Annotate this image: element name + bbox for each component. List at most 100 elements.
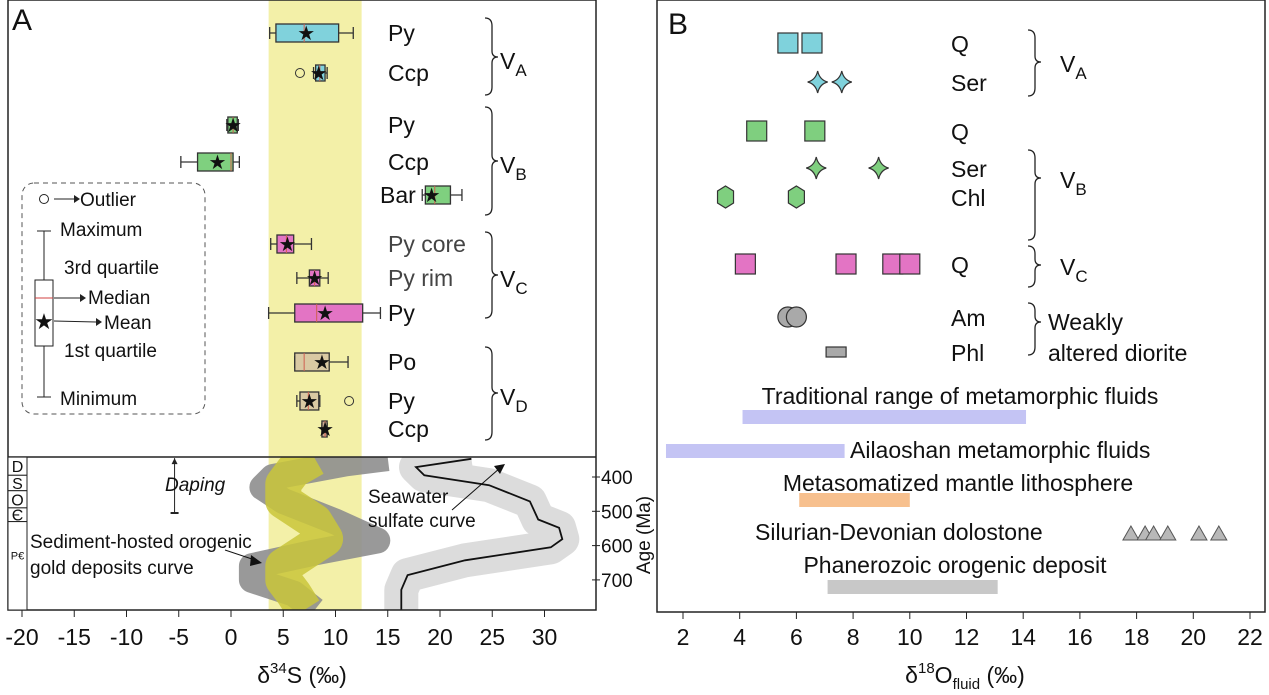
vein-label-sub: A — [1075, 64, 1087, 83]
brace — [484, 17, 499, 96]
arrow-icon — [96, 318, 102, 326]
mineral-label: Py — [388, 388, 415, 414]
square-marker — [734, 253, 756, 275]
xlabel-sup: 18 — [918, 660, 935, 677]
mineral-label: Py — [388, 112, 415, 138]
mean-star-icon: ★ — [310, 63, 328, 85]
triangle-marker — [1158, 524, 1177, 541]
range-bar — [799, 493, 910, 507]
x-tick-label: 20 — [1181, 624, 1207, 650]
vein-label: VA — [1060, 51, 1087, 83]
arrow-icon — [74, 195, 80, 203]
mineral-label: Ser — [951, 156, 987, 182]
x-tick-label: -15 — [58, 624, 91, 650]
x-tick-label: 22 — [1237, 624, 1263, 650]
diorite-label-1: Weakly — [1048, 309, 1123, 335]
vein-label-sub: C — [1075, 267, 1087, 286]
x-axis-b: 2 4 6 8 10 12 14 16 18 20 22 — [677, 612, 1263, 650]
vein-label: VB — [500, 152, 527, 184]
mineral-label: Q — [951, 119, 969, 145]
box — [196, 152, 234, 172]
brace — [484, 346, 499, 441]
triangle-marker — [1190, 524, 1208, 541]
x-axis-a-label: δ34S (‰) — [257, 660, 347, 688]
vein-label-main: V — [500, 152, 516, 178]
seawater-label-1: Seawater — [368, 487, 449, 508]
x-tick-label: 25 — [479, 624, 505, 650]
mineral-label: Po — [388, 349, 416, 375]
arrow-icon — [80, 294, 86, 302]
star-marker — [807, 70, 828, 94]
boxplot-VC-py-core: ★ — [270, 234, 313, 256]
hexagon-marker — [716, 185, 735, 209]
age-tick-label: 700 — [601, 571, 633, 592]
diorite-label-2: altered diorite — [1048, 340, 1187, 366]
mean-star-icon: ★ — [316, 303, 334, 325]
outlier-point — [344, 396, 355, 406]
brace — [484, 106, 499, 216]
brace — [484, 231, 499, 319]
box — [276, 234, 295, 254]
mineral-label: Phl — [951, 340, 984, 366]
x-tick-label: 20 — [427, 624, 453, 650]
boxplot-VB-bar: ★ — [421, 185, 463, 207]
age-axis-label: Age (Ma) — [634, 496, 655, 574]
x-tick-label: 10 — [897, 624, 923, 650]
vein-label: VC — [500, 266, 528, 298]
x-tick-label: 18 — [1124, 624, 1150, 650]
mineral-label: Q — [951, 31, 969, 57]
range-label: Metasomatized mantle lithosphere — [783, 470, 1133, 496]
vein-label: VC — [1060, 254, 1088, 286]
xlabel-unit: (‰) — [980, 662, 1025, 688]
brace — [1027, 149, 1042, 241]
x-axis-b-label: δ18Ofluid (‰) — [905, 660, 1025, 690]
box — [314, 64, 326, 82]
mean-star-icon: ★ — [208, 152, 226, 174]
boxplot-VD-ccp: ★ — [316, 419, 334, 441]
box — [321, 420, 328, 438]
seawater-curve-line — [400, 457, 564, 610]
square-marker — [777, 32, 799, 54]
mean-star-icon: ★ — [306, 268, 324, 290]
boxplot-VA-py: ★ — [269, 23, 354, 45]
box — [424, 185, 452, 205]
mineral-label: Py rim — [388, 265, 453, 291]
rect-marker — [825, 346, 847, 358]
scatter-points — [716, 32, 921, 358]
boxplot-VB-py: ★ — [224, 115, 242, 137]
mean-star-icon: ★ — [278, 234, 296, 256]
square-marker — [801, 32, 823, 54]
x-tick-label: 15 — [375, 624, 401, 650]
vein-label: VD — [500, 384, 528, 416]
sediment-arrow — [224, 549, 256, 561]
range-bar — [665, 444, 845, 458]
square-marker — [899, 253, 921, 275]
x-tick-label: -10 — [110, 624, 143, 650]
mineral-label: Py — [388, 20, 415, 46]
x-tick-label: 5 — [277, 624, 290, 650]
age-tick-label: 600 — [601, 537, 633, 558]
mean-star-icon: ★ — [313, 352, 331, 374]
vein-label-sub: B — [1075, 180, 1086, 199]
reference-ranges: Traditional range of metamorphic fluids A… — [665, 383, 1228, 594]
vein-label-main: V — [500, 48, 516, 74]
legend-q1: 1st quartile — [64, 341, 157, 362]
mineral-label: Ccp — [388, 60, 429, 86]
vein-label-main: V — [500, 384, 516, 410]
legend-arrow — [53, 320, 97, 323]
seawater-curve-band — [384, 457, 580, 610]
range-label: Phanerozoic orogenic deposit — [803, 552, 1107, 578]
x-tick-label: 30 — [532, 624, 558, 650]
box — [294, 352, 330, 372]
mineral-label: Ser — [951, 70, 987, 96]
boxplot-VB-ccp: ★ — [180, 152, 241, 174]
seawater-label-2: sulfate curve — [368, 511, 476, 532]
mineral-label: Am — [951, 305, 986, 331]
brace — [1027, 245, 1042, 288]
vein-label-sub: A — [515, 61, 527, 80]
square-marker — [746, 120, 768, 142]
period-label: D — [12, 459, 24, 476]
star-marker — [868, 156, 889, 180]
